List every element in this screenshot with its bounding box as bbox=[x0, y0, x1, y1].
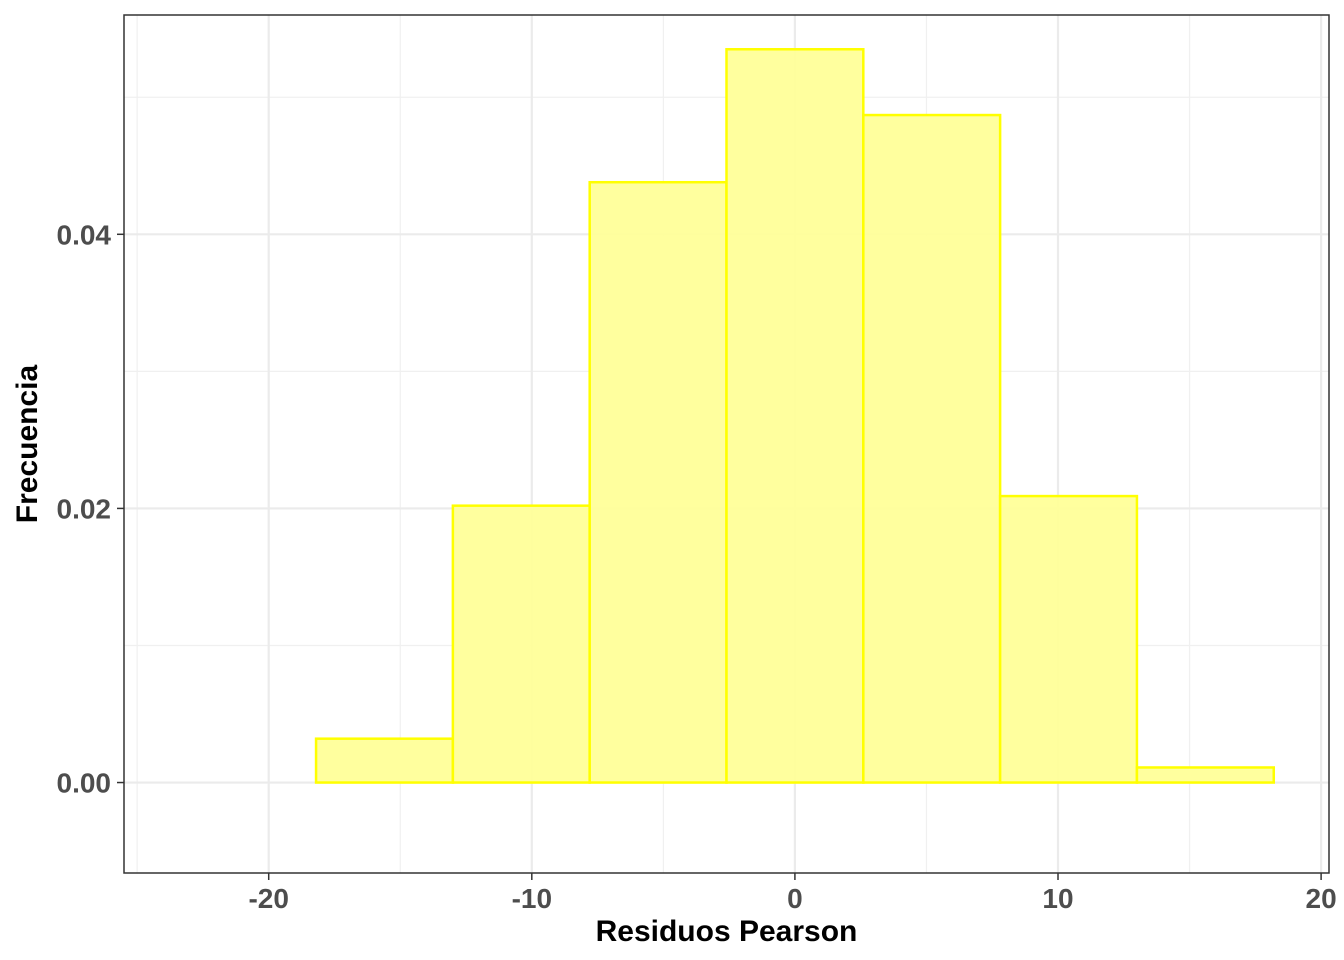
x-tick-label: 0 bbox=[787, 883, 803, 914]
x-tick-label: -20 bbox=[248, 883, 288, 914]
histogram-bar-6 bbox=[998, 494, 1139, 784]
x-tick-label: 20 bbox=[1306, 883, 1337, 914]
histogram-bar-5 bbox=[862, 113, 1002, 784]
y-axis-ticks: 0.00 0.02 0.04 bbox=[57, 219, 124, 799]
histogram-bar-4 bbox=[725, 48, 865, 784]
histogram-bar-1 bbox=[314, 737, 455, 784]
histogram-bar-3 bbox=[588, 180, 728, 784]
y-tick-label: 0.02 bbox=[57, 493, 112, 524]
y-tick-label: 0.00 bbox=[57, 768, 112, 799]
histogram-bar-2 bbox=[451, 504, 591, 784]
x-tick-label: 10 bbox=[1042, 883, 1073, 914]
x-axis-ticks: -20 -10 0 10 20 bbox=[248, 873, 1337, 914]
x-tick-label: -10 bbox=[512, 883, 552, 914]
histogram-bars bbox=[314, 48, 1275, 784]
x-axis-title: Residuos Pearson bbox=[596, 915, 858, 948]
panel-border bbox=[123, 14, 1330, 874]
histogram-bar-7 bbox=[1135, 766, 1275, 784]
y-tick-label: 0.04 bbox=[57, 219, 112, 250]
y-axis-title: Frecuencia bbox=[11, 364, 44, 523]
